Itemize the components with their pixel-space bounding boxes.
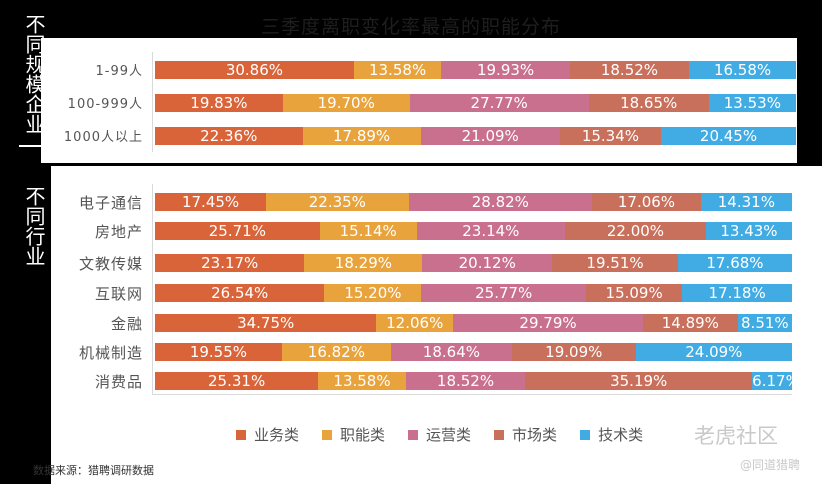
bar-segment-市场类: 19.09% [511,343,636,361]
stacked-bar: 19.83% 19.70% 27.77% 18.65% 13.53% [155,94,796,112]
category-label: 1-99人 [95,64,143,79]
watermark-handle: @同道猎聘 [740,458,801,472]
bar-segment-职能类: 12.06% [376,314,454,332]
legend-item: 职能类 [322,424,385,445]
bar-segment-技术类: 20.45% [661,127,796,145]
bar-segment-市场类: 35.19% [525,372,753,390]
bar-segment-运营类: 29.79% [453,314,643,332]
bar-segment-市场类: 22.00% [564,222,706,240]
bar-segment-业务类: 26.54% [155,284,325,302]
bar-segment-职能类: 13.58% [318,372,406,390]
bar-segment-运营类: 19.93% [441,61,570,79]
bar-segment-运营类: 21.09% [420,127,560,145]
legend-swatch [322,429,333,440]
bar-segment-运营类: 27.77% [409,94,589,112]
value-axis-line [152,394,792,395]
bar-segment-职能类: 17.89% [302,127,421,145]
legend-swatch [494,429,505,440]
category-label: 互联网 [94,285,143,303]
category-label: 金融 [110,315,143,333]
bar-segment-职能类: 18.29% [304,254,423,272]
bar-segment-运营类: 20.12% [422,254,553,272]
bar-segment-技术类: 6.17% [752,372,800,390]
bar-segment-职能类: 16.82% [281,343,391,361]
legend-item: 技术类 [580,424,643,445]
bar-segment-市场类: 17.06% [592,193,701,211]
category-axis-line [152,184,153,394]
bar-segment-市场类: 15.09% [585,284,683,302]
chart-title: 三季度离职变化率最高的职能分布 [260,16,561,38]
bar-segment-职能类: 15.20% [324,284,422,302]
bar-segment-运营类: 25.77% [421,284,586,302]
data-source-note: 数据来源：猎聘调研数据 [33,464,154,477]
legend-item: 业务类 [236,424,299,445]
stacked-bar: 23.17% 18.29% 20.12% 19.51% 17.68% [155,254,792,272]
bar-segment-业务类: 25.71% [155,222,320,240]
bar-segment-运营类: 18.64% [390,343,512,361]
category-label: 100-999人 [67,97,143,112]
bar-segment-职能类: 19.70% [282,94,410,112]
bar-segment-业务类: 30.86% [155,61,354,79]
group-label-company-size: 不同规模企业 [22,14,46,134]
category-label: 房地产 [94,223,143,241]
category-label: 机械制造 [78,344,143,362]
bar-segment-运营类: 23.14% [416,222,565,240]
group-divider-company-size [19,145,41,147]
bar-segment-技术类: 17.18% [682,284,792,302]
legend-swatch [580,429,591,440]
bar-segment-技术类: 13.43% [705,222,792,240]
watermark: 老虎社区 [694,424,778,448]
legend-label: 职能类 [340,426,386,444]
legend-item: 运营类 [408,424,471,445]
stacked-bar: 22.36% 17.89% 21.09% 15.34% 20.45% [155,127,796,145]
legend-label: 技术类 [598,426,644,444]
stacked-bar: 19.55% 16.82% 18.64% 19.09% 24.09% [155,343,792,361]
bar-segment-业务类: 23.17% [155,254,305,272]
legend-swatch [236,429,246,440]
bar-segment-业务类: 22.36% [155,127,303,145]
bar-segment-技术类: 24.09% [635,343,792,361]
bar-segment-业务类: 34.75% [155,314,377,332]
category-axis-line [152,52,153,152]
bar-segment-技术类: 16.58% [689,61,796,79]
legend-swatch [408,429,419,440]
bar-segment-业务类: 17.45% [155,193,267,211]
bar-segment-业务类: 19.83% [155,94,283,112]
bar-segment-业务类: 19.55% [155,343,282,361]
bar-segment-运营类: 18.52% [405,372,526,390]
stacked-bar: 17.45% 22.35% 28.82% 17.06% 14.31% [155,193,792,211]
stacked-bar: 30.86% 13.58% 19.93% 18.52% 16.58% [155,61,796,79]
bar-segment-市场类: 18.65% [588,94,709,112]
category-label: 文教传媒 [78,255,143,273]
legend-label: 业务类 [254,426,300,444]
stacked-bar: 25.31% 13.58% 18.52% 35.19% 6.17% [155,372,800,390]
bar-segment-市场类: 14.89% [642,314,738,332]
stacked-bar: 34.75% 12.06% 29.79% 14.89% 8.51% [155,314,792,332]
bar-segment-职能类: 13.58% [353,61,442,79]
category-label: 消费品 [94,373,143,391]
category-label: 电子通信 [78,194,143,212]
bar-segment-技术类: 13.53% [708,94,796,112]
chart-legend: 业务类 职能类 运营类 市场类 技术类 [236,424,666,445]
bar-segment-职能类: 22.35% [266,193,409,211]
stacked-bar: 25.71% 15.14% 23.14% 22.00% 13.43% [155,222,792,240]
bar-segment-技术类: 8.51% [737,314,792,332]
bar-segment-市场类: 15.34% [559,127,662,145]
bar-segment-职能类: 15.14% [319,222,417,240]
legend-label: 市场类 [512,426,558,444]
bar-segment-运营类: 28.82% [408,193,593,211]
legend-label: 运营类 [426,426,472,444]
bar-segment-市场类: 19.51% [552,254,678,272]
stacked-bar: 26.54% 15.20% 25.77% 15.09% 17.18% [155,284,792,302]
legend-item: 市场类 [494,424,557,445]
bar-segment-技术类: 14.31% [700,193,792,211]
bar-segment-业务类: 25.31% [155,372,319,390]
group-label-industry: 不同行业 [22,186,46,266]
category-label: 1000人以上 [63,130,143,145]
bar-segment-市场类: 18.52% [569,61,690,79]
bar-segment-技术类: 17.68% [677,254,792,272]
